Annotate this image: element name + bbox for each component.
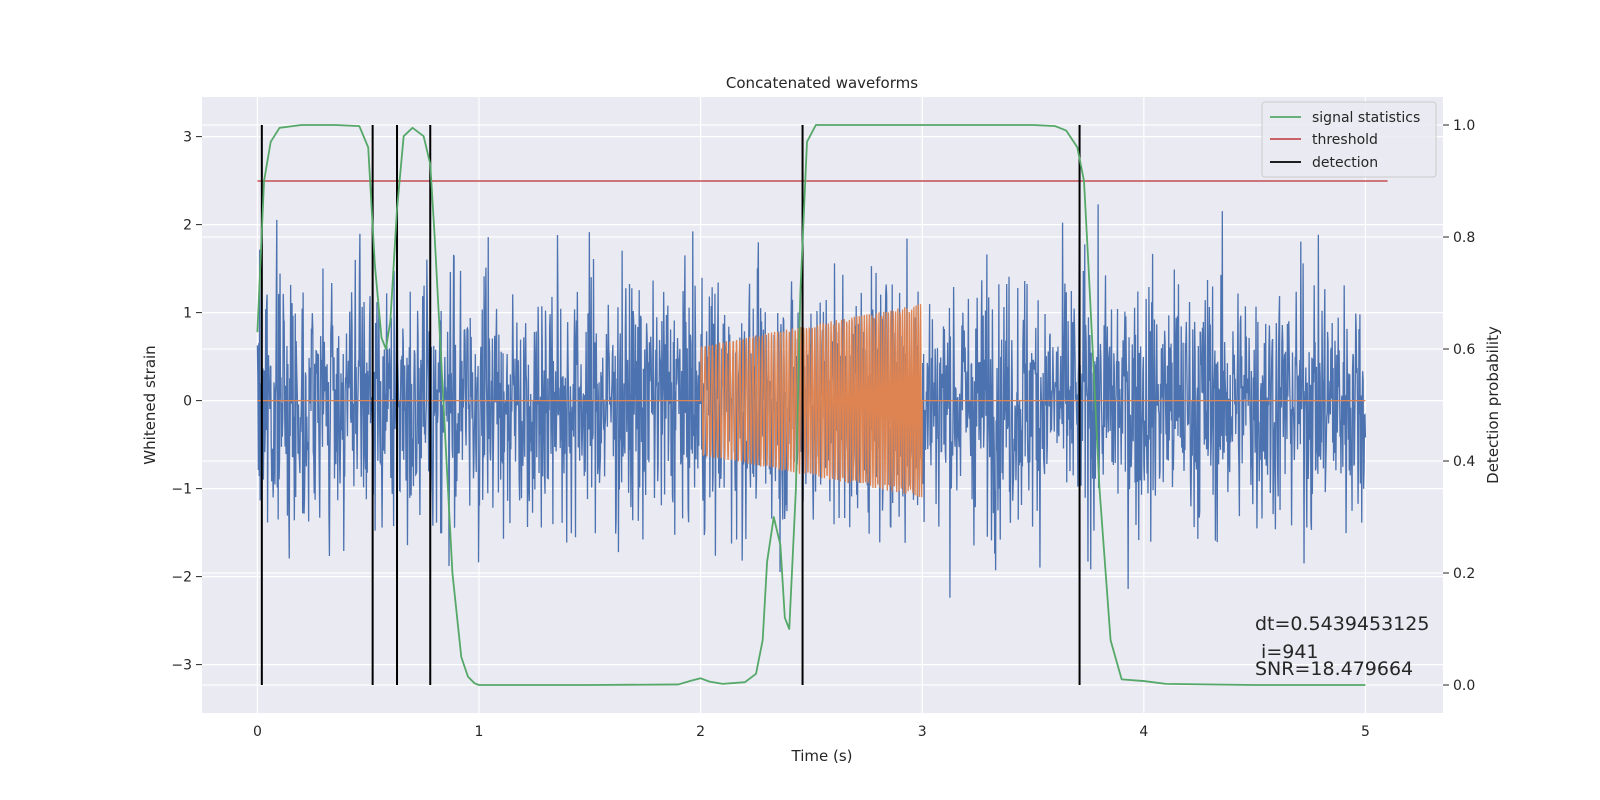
series-signal-statistics-line — [256, 124, 1366, 686]
y-tick-label: 2 — [183, 218, 192, 234]
y-tick-label: −1 — [171, 482, 192, 498]
legend: signal statistics threshold detection — [1261, 101, 1437, 178]
legend-label-detection: detection — [1312, 155, 1378, 171]
series-layer — [256, 124, 1388, 686]
y2-tick-label: 0.2 — [1453, 566, 1475, 582]
x-tick-label: 4 — [1139, 724, 1148, 740]
x-tick-label: 1 — [475, 724, 484, 740]
legend-label-signal-statistics: signal statistics — [1312, 110, 1420, 126]
annotation-dt: dt=0.5439453125 — [1255, 613, 1429, 635]
y2-tick-label: 0.6 — [1453, 342, 1475, 358]
annotation-index: i=941 — [1255, 641, 1319, 663]
y2-tick-label: 0.4 — [1453, 454, 1475, 470]
y2-axis-label: Detection probability — [1484, 326, 1502, 484]
series-waveform-line — [257, 304, 1366, 498]
x-tick-label: 2 — [696, 724, 705, 740]
x-tick-label: 5 — [1361, 724, 1370, 740]
y-tick-label: 1 — [183, 306, 192, 322]
y-tick-label: −3 — [171, 658, 192, 674]
x-axis-label: Time (s) — [791, 747, 853, 765]
annotation-snr: SNR=18.479664 — [1255, 658, 1413, 680]
y2-tick-label: 0.8 — [1453, 230, 1475, 246]
x-tick-label: 0 — [253, 724, 262, 740]
ticks-layer: 0 1 2 3 4 5 −3 −2 −1 0 1 2 3 0.0 0.2 0.4 0.6 0.8 1.0 — [171, 118, 1475, 740]
y2-tick-label: 1.0 — [1453, 118, 1475, 134]
y2-tick-label: 0.0 — [1453, 678, 1475, 694]
legend-box — [1261, 101, 1437, 178]
y-tick-label: 0 — [183, 394, 192, 410]
x-tick-label: 3 — [918, 724, 927, 740]
annotations: dt=0.5439453125 i=941 SNR=18.479664 — [1255, 613, 1429, 680]
y-tick-label: 3 — [183, 130, 192, 146]
chart-title: Concatenated waveforms — [726, 74, 918, 92]
legend-label-threshold: threshold — [1312, 132, 1378, 148]
y-tick-label: −2 — [171, 570, 192, 586]
y-axis-label: Whitened strain — [141, 345, 159, 464]
